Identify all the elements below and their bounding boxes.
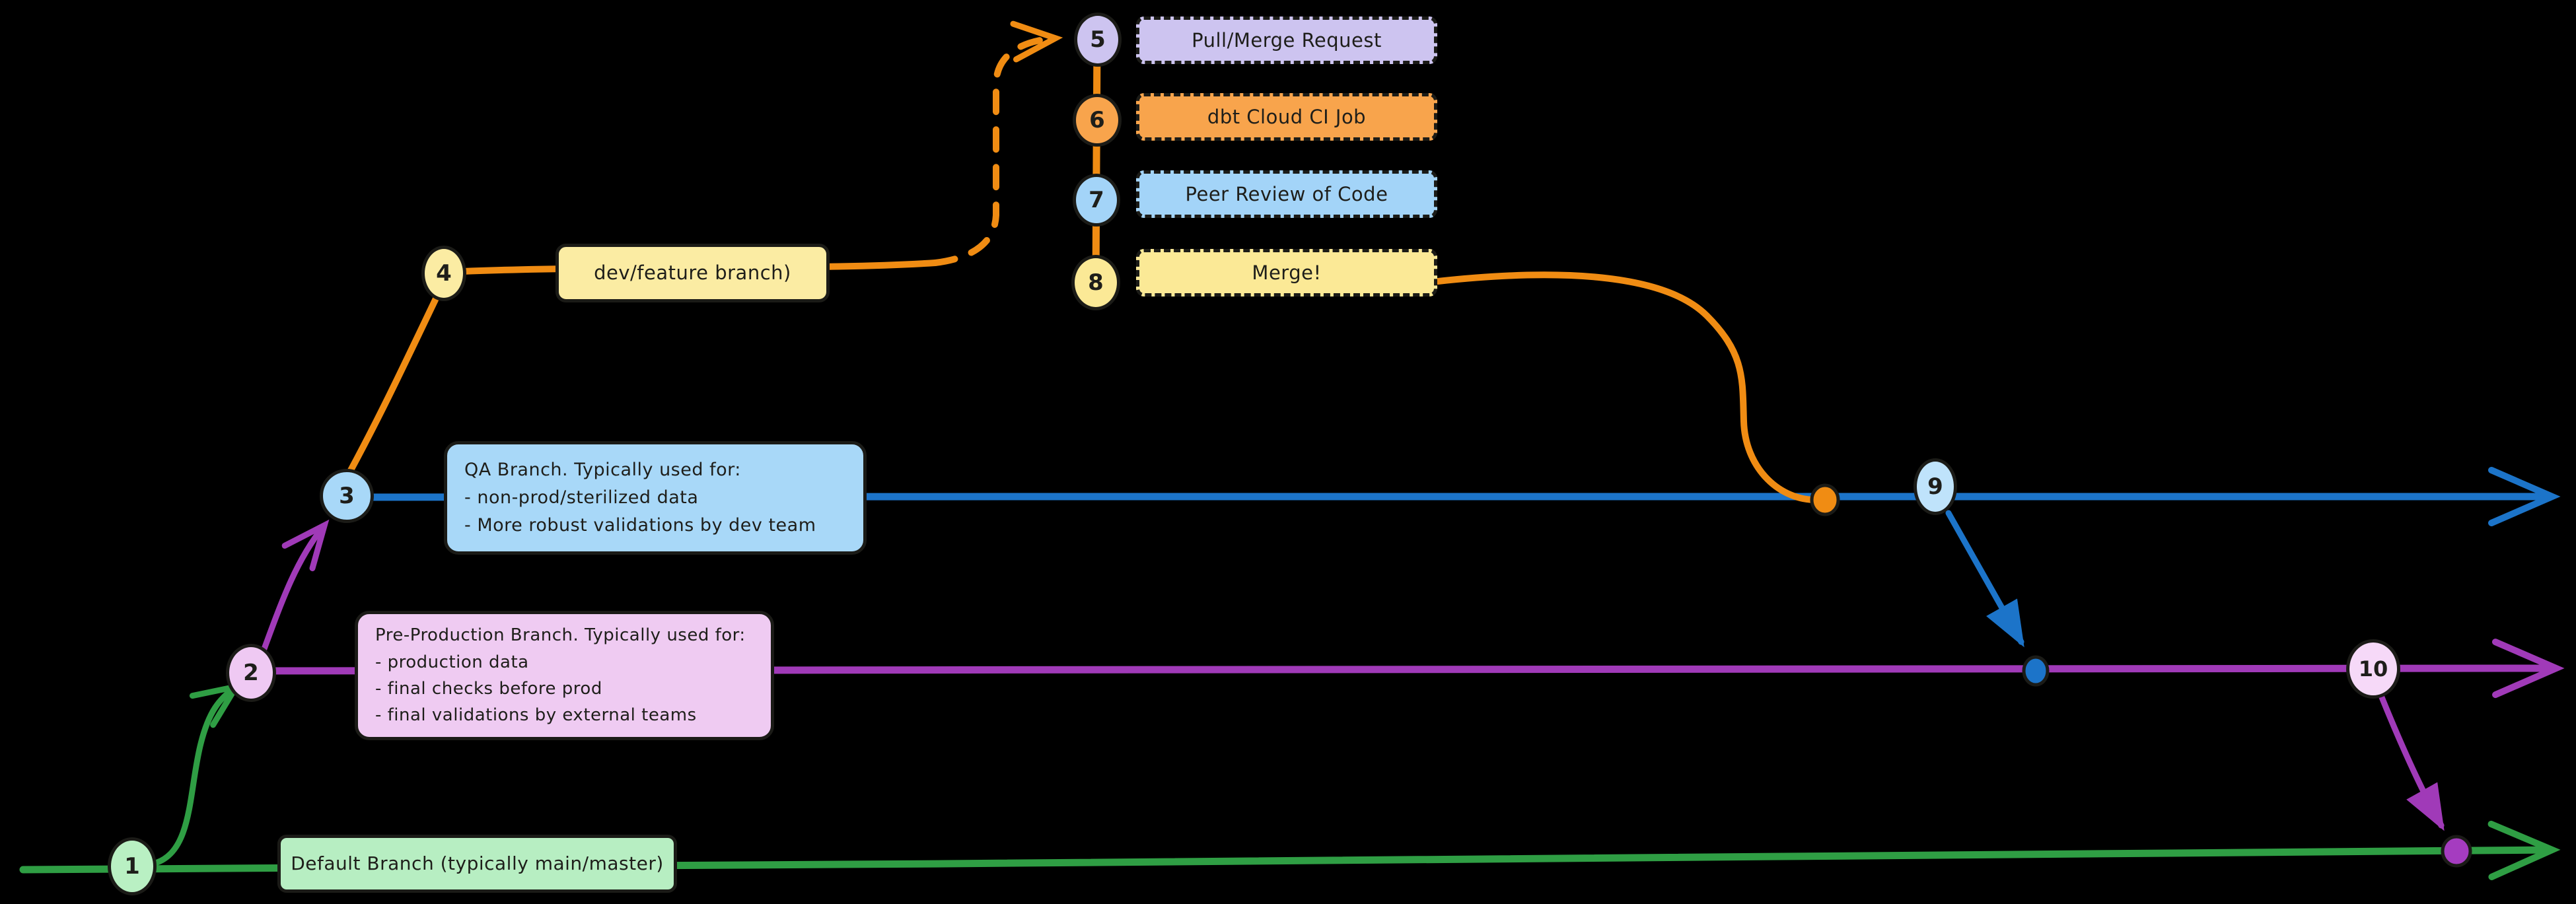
step-box-merge: Merge! (1136, 249, 1437, 296)
branch-box-qa: QA Branch. Typically used for: - non-pro… (444, 441, 867, 555)
merge-commit-dot-preprod (2022, 655, 2050, 687)
merge-commit-dot-qa (1810, 483, 1840, 516)
step-label-merge: Merge! (1252, 261, 1322, 284)
branch-box-preprod: Pre-Production Branch. Typically used fo… (355, 611, 774, 740)
branch-label-qa: QA Branch. Typically used for: - non-pro… (464, 460, 816, 536)
commit-node-8: 8 (1071, 255, 1120, 310)
branch-curve-qa-to-feature (347, 295, 439, 475)
branch-label-preprod: Pre-Production Branch. Typically used fo… (375, 625, 746, 726)
branch-box-default: Default Branch (typically main/master) (277, 835, 677, 893)
commit-node-1: 1 (108, 837, 157, 895)
branch-label-default: Default Branch (typically main/master) (291, 852, 664, 875)
commit-node-9: 9 (1914, 458, 1957, 515)
commit-node-7: 7 (1073, 174, 1120, 226)
step-box-dbt-cloud-ci-job: dbt Cloud CI Job (1136, 93, 1437, 141)
merge-arrow-preprod-to-default (2379, 694, 2445, 831)
merge-commit-dot-default (2441, 835, 2472, 868)
step-label-dbt-cloud-ci-job: dbt Cloud CI Job (1207, 105, 1367, 128)
commit-node-2: 2 (226, 644, 276, 702)
step-box-pull-merge-request: Pull/Merge Request (1136, 17, 1437, 64)
step-label-pull-merge-request: Pull/Merge Request (1192, 28, 1382, 52)
commit-node-5: 5 (1074, 13, 1122, 67)
step-box-peer-review: Peer Review of Code (1136, 170, 1437, 218)
step-label-peer-review: Peer Review of Code (1185, 182, 1388, 205)
commit-node-3: 3 (320, 469, 374, 523)
commit-node-10: 10 (2346, 639, 2400, 699)
merge-arrow-qa-to-preprod (1945, 510, 2024, 648)
ci-steps-connector-line (1092, 36, 1101, 288)
commit-node-4: 4 (421, 246, 466, 301)
branch-label-feature: dev/feature branch) (594, 261, 791, 285)
merge-curve-to-qa-line (1435, 271, 1817, 503)
feature-dashed-arrow-to-pr (932, 20, 1063, 266)
branch-box-feature: dev/feature branch) (555, 244, 830, 302)
branch-arrow-preprod-to-qa (260, 519, 330, 656)
branch-arrow-default-to-preprod (154, 682, 242, 866)
commit-node-6: 6 (1073, 94, 1122, 147)
